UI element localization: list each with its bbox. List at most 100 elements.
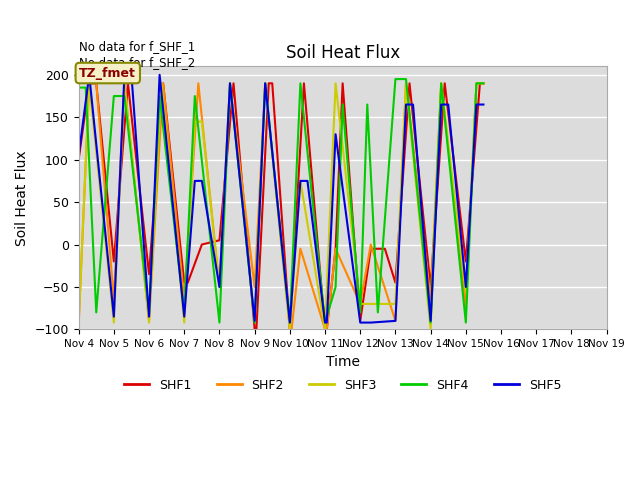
SHF4 xyxy=(437,81,445,86)
SHF5 xyxy=(444,102,452,108)
SHF5 xyxy=(392,318,399,324)
SHF3 xyxy=(392,301,399,307)
SHF5 xyxy=(180,314,188,320)
SHF3 xyxy=(437,81,445,86)
SHF1 xyxy=(268,81,276,86)
SHF4 xyxy=(145,310,153,315)
Y-axis label: Soil Heat Flux: Soil Heat Flux xyxy=(15,150,29,246)
SHF2 xyxy=(145,318,153,324)
SHF3 xyxy=(75,320,83,325)
SHF2 xyxy=(120,81,128,86)
Line: SHF4: SHF4 xyxy=(79,79,483,323)
SHF5 xyxy=(437,102,445,108)
SHF1 xyxy=(323,326,331,332)
SHF2 xyxy=(180,297,188,302)
SHF1 xyxy=(300,81,308,86)
SHF4 xyxy=(180,310,188,315)
Text: No data for f_SHF_1: No data for f_SHF_1 xyxy=(79,40,195,53)
SHF1 xyxy=(110,259,118,264)
SHF5 xyxy=(198,178,205,184)
SHF2 xyxy=(332,246,339,252)
SHF1 xyxy=(332,246,339,252)
SHF4 xyxy=(402,76,410,82)
SHF5 xyxy=(332,132,339,137)
SHF3 xyxy=(251,318,259,324)
SHF4 xyxy=(156,93,163,99)
SHF4 xyxy=(392,76,399,82)
Legend: SHF1, SHF2, SHF3, SHF4, SHF5: SHF1, SHF2, SHF3, SHF4, SHF5 xyxy=(119,374,566,397)
SHF5 xyxy=(191,178,198,184)
SHF5 xyxy=(145,314,153,320)
SHF3 xyxy=(85,81,93,86)
SHF1 xyxy=(265,81,273,86)
SHF2 xyxy=(226,81,234,86)
SHF1 xyxy=(85,81,93,86)
SHF1 xyxy=(216,238,223,243)
SHF5 xyxy=(462,284,470,290)
SHF3 xyxy=(367,301,374,307)
SHF3 xyxy=(286,326,294,332)
SHF5 xyxy=(296,178,304,184)
SHF1 xyxy=(381,246,388,252)
SHF1 xyxy=(367,246,374,252)
Title: Soil Heat Flux: Soil Heat Flux xyxy=(285,44,400,62)
SHF5 xyxy=(323,320,331,325)
SHF5 xyxy=(75,153,83,158)
SHF3 xyxy=(462,288,470,294)
SHF4 xyxy=(332,284,339,290)
SHF2 xyxy=(323,326,331,332)
SHF1 xyxy=(184,280,191,286)
SHF2 xyxy=(402,81,410,86)
SHF5 xyxy=(120,72,128,78)
SHF4 xyxy=(110,93,118,99)
SHF3 xyxy=(120,81,128,86)
SHF1 xyxy=(198,241,205,247)
SHF5 xyxy=(216,284,223,290)
SHF3 xyxy=(427,326,435,332)
SHF2 xyxy=(110,297,118,302)
SHF3 xyxy=(145,320,153,325)
SHF2 xyxy=(216,284,223,290)
Line: SHF2: SHF2 xyxy=(79,84,483,329)
SHF1 xyxy=(462,259,470,264)
SHF2 xyxy=(92,81,100,86)
SHF4 xyxy=(364,102,371,108)
SHF4 xyxy=(427,320,435,325)
SHF3 xyxy=(157,81,165,86)
SHF3 xyxy=(110,320,118,325)
SHF1 xyxy=(356,318,364,324)
SHF1 xyxy=(75,157,83,163)
SHF2 xyxy=(427,297,435,302)
SHF2 xyxy=(367,241,374,247)
SHF4 xyxy=(321,320,329,325)
SHF5 xyxy=(303,178,311,184)
SHF5 xyxy=(110,314,118,320)
SHF4 xyxy=(286,320,294,325)
SHF5 xyxy=(156,72,163,78)
SHF1 xyxy=(159,81,167,86)
SHF3 xyxy=(198,119,205,124)
SHF2 xyxy=(251,284,259,290)
SHF3 xyxy=(216,284,223,290)
SHF2 xyxy=(472,81,480,86)
SHF4 xyxy=(120,93,128,99)
SHF3 xyxy=(472,81,480,86)
SHF3 xyxy=(332,81,339,86)
SHF5 xyxy=(479,102,487,108)
SHF5 xyxy=(427,318,435,324)
SHF5 xyxy=(261,81,269,86)
SHF4 xyxy=(92,310,100,315)
SHF1 xyxy=(92,81,100,86)
SHF4 xyxy=(251,320,259,325)
SHF4 xyxy=(75,84,83,90)
SHF5 xyxy=(321,320,329,325)
Text: No data for f_SHF_2: No data for f_SHF_2 xyxy=(79,56,195,69)
SHF1 xyxy=(230,81,237,86)
SHF2 xyxy=(462,305,470,311)
Text: TZ_fmet: TZ_fmet xyxy=(79,67,136,80)
SHF4 xyxy=(374,310,381,315)
SHF5 xyxy=(409,102,417,108)
SHF5 xyxy=(402,102,410,108)
SHF2 xyxy=(75,322,83,328)
SHF2 xyxy=(286,326,294,332)
